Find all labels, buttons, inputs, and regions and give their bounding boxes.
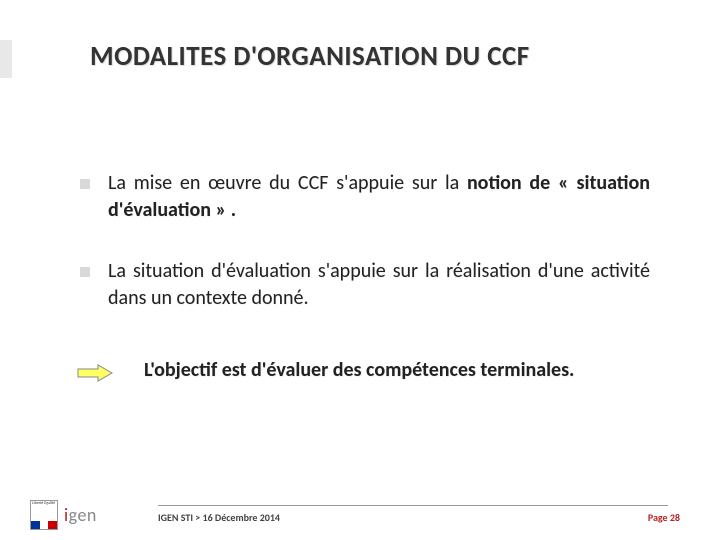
title-background-bar — [0, 78, 720, 118]
logo-block: Liberté Égalité igen — [30, 500, 97, 530]
arrow-icon — [76, 363, 114, 388]
gov-logo-icon: Liberté Égalité — [30, 500, 58, 530]
conclusion-text: L'objectif est d'évaluer des compétences… — [144, 357, 650, 384]
bullet-item: La mise en œuvre du CCF s'appuie sur la … — [80, 170, 650, 224]
bullet-square-icon — [80, 267, 90, 277]
page-number: Page 28 — [648, 511, 680, 524]
bullet-text: La situation d'évaluation s'appuie sur l… — [108, 258, 650, 312]
footer-text: IGEN STI > 16 Décembre 2014 — [158, 511, 280, 524]
bullet-square-icon — [80, 179, 90, 189]
footer-divider — [158, 505, 668, 506]
logo-gen: gen — [69, 504, 97, 526]
text-regular: La mise en œuvre du CCF s'appuie sur la — [108, 171, 467, 195]
bullet-text: La mise en œuvre du CCF s'appuie sur la … — [108, 170, 650, 224]
bullet-item: La situation d'évaluation s'appuie sur l… — [80, 258, 650, 312]
body-region: La mise en œuvre du CCF s'appuie sur la … — [80, 170, 650, 388]
slide-title: MODALITES D'ORGANISATION DU CCF — [90, 40, 650, 73]
title-region: MODALITES D'ORGANISATION DU CCF — [90, 40, 650, 73]
igen-logo: igen — [64, 504, 97, 526]
title-left-accent — [0, 40, 12, 78]
slide: MODALITES D'ORGANISATION DU CCF La mise … — [0, 0, 720, 540]
footer: IGEN STI > 16 Décembre 2014 Page 28 Libe… — [0, 490, 720, 540]
conclusion-row: L'objectif est d'évaluer des compétences… — [80, 357, 650, 388]
